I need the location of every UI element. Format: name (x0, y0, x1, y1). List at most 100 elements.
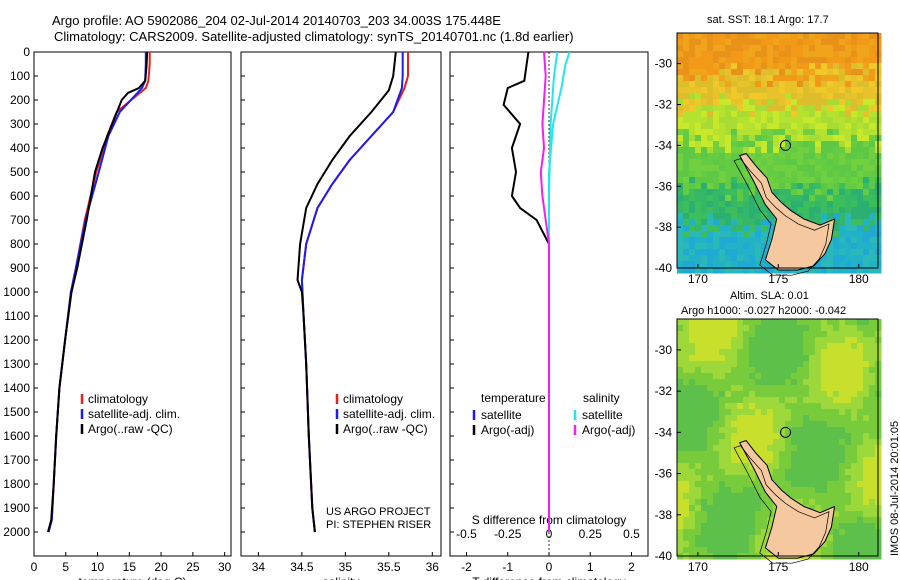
sst-map-cell (827, 81, 834, 88)
sst-map-cell (869, 183, 876, 190)
sla-map-cell (749, 493, 756, 500)
sla-map-cell (713, 457, 720, 464)
sla-map-cell (833, 523, 840, 530)
sst-map-cell (863, 51, 870, 58)
sla-map-cell (719, 385, 726, 392)
sla-map-cell (743, 331, 750, 338)
sla-map-cell (839, 433, 846, 440)
sst-map-cell (725, 129, 732, 136)
sst-map-cell (749, 117, 756, 124)
sst-map-cell (725, 111, 732, 118)
sla-map-cell (869, 391, 876, 398)
sla-map-cell (851, 325, 858, 332)
sst-map-cell (761, 147, 768, 154)
sla-map-cell (857, 535, 864, 542)
sst-map-cell (833, 147, 840, 154)
sla-map-cell (707, 325, 714, 332)
sst-map-cell (863, 153, 870, 160)
sst-map-cell (779, 165, 786, 172)
sla-map-cell (695, 427, 702, 434)
sst-map-cell (767, 75, 774, 82)
sla-map-cell (701, 373, 708, 380)
sla-map-cell (719, 373, 726, 380)
sst-map-cell (701, 75, 708, 82)
sst-map-cell (707, 57, 714, 64)
sst-map-cell (677, 141, 684, 148)
sst-map-cell (785, 51, 792, 58)
sla-map-cell (815, 337, 822, 344)
sla-map-cell (791, 445, 798, 452)
sla-map-cell (851, 481, 858, 488)
sla-map-cell (755, 397, 762, 404)
sla-map-cell (713, 481, 720, 488)
sla-map-cell (743, 355, 750, 362)
sst-map-cell (845, 219, 852, 226)
sst-map-cell (695, 117, 702, 124)
sla-map-cell (767, 379, 774, 386)
sst-map-cell (869, 147, 876, 154)
sla-map-cell (731, 391, 738, 398)
sla-map-cell (689, 463, 696, 470)
sla-map-cell (689, 517, 696, 524)
sla-map-cell (701, 343, 708, 350)
sst-map-cell (821, 111, 828, 118)
sst-map-cell (815, 87, 822, 94)
sst-map-cell (797, 63, 804, 70)
sla-map-cell (749, 367, 756, 374)
sst-map-cell (713, 231, 720, 238)
sst-map-cell (743, 171, 750, 178)
sst-map-cell (695, 195, 702, 202)
sst-map-cell (707, 243, 714, 250)
sst-map-cell (755, 201, 762, 208)
sla-map-cell (857, 529, 864, 536)
sst-map-cell (725, 249, 732, 256)
difference-top-xtick-label: -0.5 (456, 527, 477, 541)
sst-map-cell (683, 189, 690, 196)
sst-map-cell (833, 45, 840, 52)
sst-map-cell (683, 255, 690, 262)
sla-map-cell (689, 529, 696, 536)
sst-map-cell (677, 81, 684, 88)
sla-map-cell (857, 379, 864, 386)
sst-map-cell (761, 45, 768, 52)
sla-map-cell (743, 529, 750, 536)
sst-map-cell (725, 183, 732, 190)
sst-map-cell (839, 249, 846, 256)
sla-map-cell (839, 367, 846, 374)
sla-map-cell (749, 421, 756, 428)
sst-map-cell (833, 255, 840, 262)
sst-map-cell (821, 39, 828, 46)
sst-map-cell (683, 177, 690, 184)
sla-map-cell (677, 397, 684, 404)
sst-map-cell (677, 99, 684, 106)
sla-map-cell (725, 319, 732, 326)
sla-map-cell (839, 475, 846, 482)
sst-map-cell (845, 159, 852, 166)
sla-map-cell (761, 319, 768, 326)
sla-map-cell (857, 433, 864, 440)
sst-map-cell (743, 69, 750, 76)
sst-map-ytick-label: -30 (655, 57, 673, 71)
sst-map-cell (803, 87, 810, 94)
sla-map-cell (731, 499, 738, 506)
sla-map-cell (737, 331, 744, 338)
sla-map-cell (701, 439, 708, 446)
sla-map-cell (707, 535, 714, 542)
sst-map-cell (713, 159, 720, 166)
sst-map-cell (785, 177, 792, 184)
sst-map-cell (749, 75, 756, 82)
sst-map-cell (833, 87, 840, 94)
sst-map-cell (791, 207, 798, 214)
sla-map-cell (803, 475, 810, 482)
sla-map-cell (755, 487, 762, 494)
sla-map-cell (707, 457, 714, 464)
sst-map-ytick-label: -34 (655, 138, 673, 152)
sla-map-cell (731, 397, 738, 404)
sla-map-cell (827, 373, 834, 380)
sst-map-cell (689, 75, 696, 82)
sla-map-cell (821, 505, 828, 512)
temperature-ytick-label: 600 (10, 189, 30, 203)
sla-map-cell (761, 367, 768, 374)
sst-map-cell (779, 63, 786, 70)
sla-map-cell (857, 397, 864, 404)
